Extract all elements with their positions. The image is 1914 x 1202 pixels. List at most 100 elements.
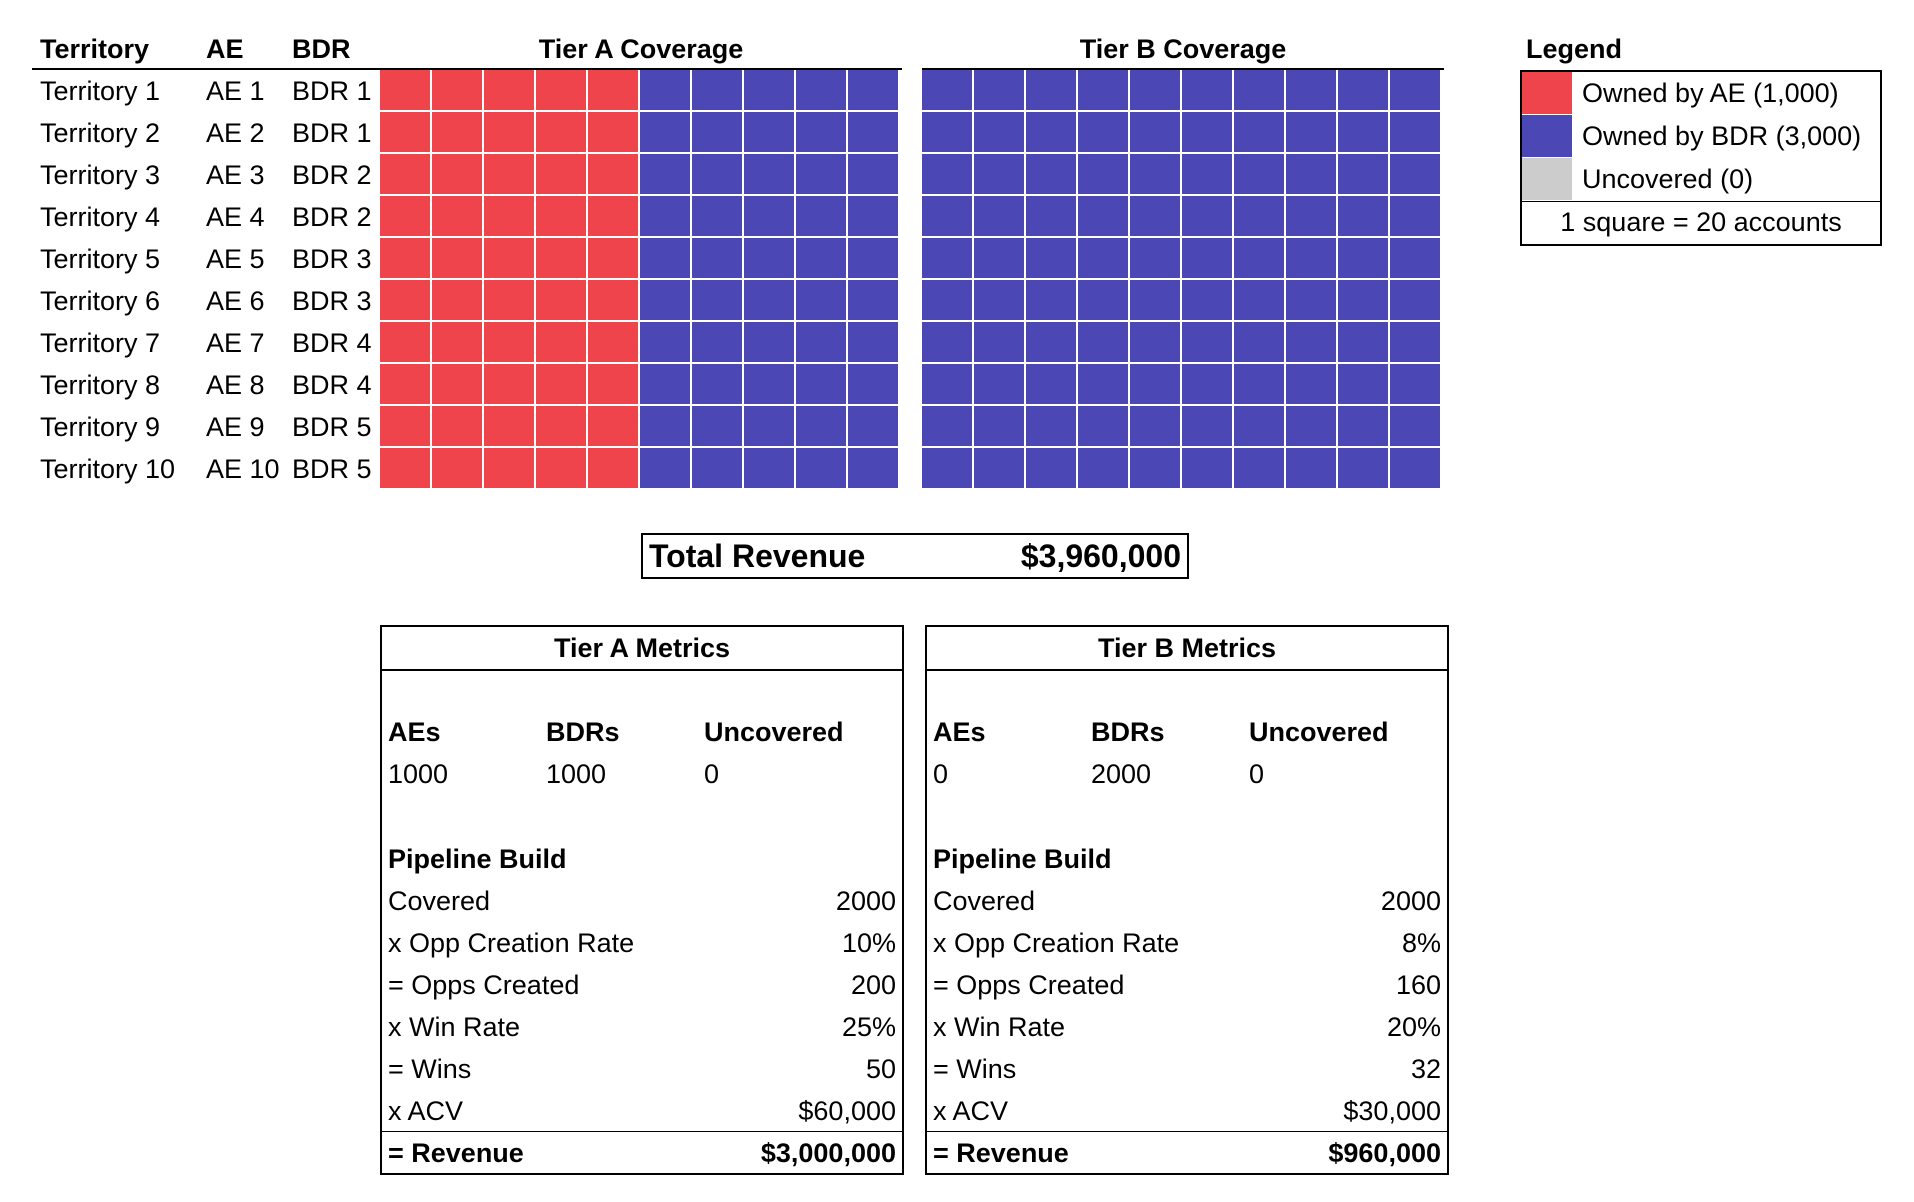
coverage-square-bdr [974, 448, 1024, 488]
coverage-square-bdr [974, 280, 1024, 320]
coverage-square-ae [380, 154, 430, 194]
territory-header: Territory [40, 34, 150, 64]
coverage-square-ae [380, 448, 430, 488]
coverage-square-bdr [744, 238, 794, 278]
metric-row-win-rate: x Win Rate 20% [933, 1006, 1441, 1048]
coverage-square-bdr [1338, 154, 1388, 194]
coverage-square-bdr [1286, 238, 1336, 278]
coverage-square-ae [380, 280, 430, 320]
territory-row: Territory 9 AE 9 BDR 5 [40, 406, 380, 448]
metric-value: 25% [841, 1012, 896, 1042]
coverage-square-bdr [796, 112, 846, 152]
coverage-square-ae [380, 364, 430, 404]
coverage-square-bdr [974, 196, 1024, 236]
coverage-square-ae [588, 238, 638, 278]
coverage-square-bdr [1390, 406, 1440, 446]
coverage-square-ae [484, 112, 534, 152]
legend-swatch-ae [1522, 72, 1572, 114]
metric-row-opp-rate: x Opp Creation Rate 10% [388, 922, 896, 964]
coverage-square-bdr [1026, 238, 1076, 278]
ae-count-header: AEs [388, 717, 441, 747]
ae-name: AE 3 [206, 160, 265, 190]
ae-name: AE 6 [206, 286, 265, 316]
ae-count: 0 [933, 759, 949, 789]
coverage-square-bdr [1234, 364, 1284, 404]
territory-row: Territory 6 AE 6 BDR 3 [40, 280, 380, 322]
revenue-label: = Revenue [933, 1138, 1069, 1168]
coverage-square-bdr [1286, 112, 1336, 152]
coverage-square-bdr [1182, 70, 1232, 110]
territory-name: Territory 1 [40, 76, 161, 106]
coverage-square-bdr [1390, 280, 1440, 320]
ae-name: AE 9 [206, 412, 265, 442]
metric-value: 50 [865, 1054, 896, 1084]
metric-value: 2000 [1380, 886, 1441, 916]
metric-row-win-rate: x Win Rate 25% [388, 1006, 896, 1048]
coverage-square-ae [536, 280, 586, 320]
coverage-square-bdr [640, 364, 690, 404]
coverage-square-bdr [640, 406, 690, 446]
coverage-square-bdr [1338, 448, 1388, 488]
coverage-square-bdr [1026, 406, 1076, 446]
coverage-square-bdr [1338, 364, 1388, 404]
tier-a-coverage-grid [380, 70, 898, 488]
metric-row-acv: x ACV $30,000 [933, 1090, 1441, 1132]
coverage-square-bdr [1130, 322, 1180, 362]
coverage-square-bdr [1078, 364, 1128, 404]
coverage-square-bdr [1338, 196, 1388, 236]
tier-a-counts: 1000 1000 0 [388, 753, 896, 795]
coverage-square-ae [536, 364, 586, 404]
coverage-square-bdr [1234, 238, 1284, 278]
metric-row-opps-created: = Opps Created 160 [933, 964, 1441, 1006]
total-revenue-value: $3,960,000 [1020, 538, 1181, 574]
bdr-name: BDR 2 [292, 160, 372, 190]
coverage-square-bdr [1234, 322, 1284, 362]
coverage-square-ae [536, 196, 586, 236]
total-revenue-label: Total Revenue [649, 538, 866, 574]
tier-b-coverage-header: Tier B Coverage [1079, 34, 1287, 64]
coverage-square-ae [536, 448, 586, 488]
coverage-square-bdr [848, 238, 898, 278]
coverage-square-ae [588, 196, 638, 236]
metric-value: $60,000 [798, 1096, 896, 1126]
territory-name: Territory 6 [40, 286, 161, 316]
coverage-square-bdr [848, 154, 898, 194]
coverage-square-bdr [1234, 154, 1284, 194]
coverage-square-bdr [640, 112, 690, 152]
coverage-square-ae [536, 70, 586, 110]
legend-footnote: 1 square = 20 accounts [1522, 201, 1880, 244]
coverage-square-bdr [974, 322, 1024, 362]
coverage-square-bdr [1338, 406, 1388, 446]
territory-row: Territory 8 AE 8 BDR 4 [40, 364, 380, 406]
coverage-square-ae [588, 112, 638, 152]
metric-row-opp-rate: x Opp Creation Rate 8% [933, 922, 1441, 964]
coverage-square-ae [536, 406, 586, 446]
coverage-square-bdr [1234, 280, 1284, 320]
coverage-square-bdr [922, 112, 972, 152]
metric-label: = Wins [388, 1054, 472, 1084]
coverage-square-bdr [1078, 70, 1128, 110]
coverage-square-bdr [796, 280, 846, 320]
header-divider-a [32, 68, 902, 70]
pipeline-build-heading: Pipeline Build [388, 844, 567, 874]
uncovered-count: 0 [704, 759, 720, 789]
coverage-square-bdr [1338, 70, 1388, 110]
coverage-square-bdr [640, 448, 690, 488]
metric-label: x Win Rate [933, 1012, 1066, 1042]
bdr-name: BDR 2 [292, 202, 372, 232]
coverage-square-bdr [848, 112, 898, 152]
metric-value: 200 [850, 970, 896, 1000]
coverage-square-bdr [640, 154, 690, 194]
bdr-name: BDR 4 [292, 328, 372, 358]
coverage-square-ae [432, 238, 482, 278]
coverage-square-ae [432, 364, 482, 404]
coverage-square-bdr [1026, 112, 1076, 152]
territory-row: Territory 10 AE 10 BDR 5 [40, 448, 380, 490]
coverage-square-ae [380, 406, 430, 446]
header-divider-b [922, 68, 1444, 70]
coverage-square-bdr [848, 196, 898, 236]
metric-value: 2000 [835, 886, 896, 916]
coverage-square-ae [432, 154, 482, 194]
tier-b-metrics-panel: Tier B Metrics AEs BDRs Uncovered 0 2000… [925, 625, 1449, 1175]
coverage-square-bdr [1234, 196, 1284, 236]
